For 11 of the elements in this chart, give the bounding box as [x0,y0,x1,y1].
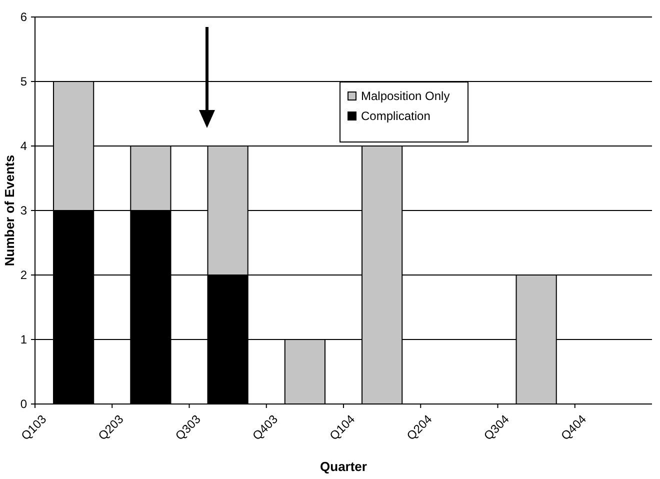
y-tick-label: 3 [20,204,28,218]
y-tick-label: 4 [20,139,28,154]
x-axis-title: Quarter [320,459,367,474]
y-tick-label: 0 [20,397,28,412]
y-tick-label: 2 [20,268,28,282]
y-axis-title: Number of Events [2,154,17,266]
legend-label: Malposition Only [361,89,450,104]
legend-label: Complication [361,109,430,124]
y-tick-label: 1 [20,332,28,347]
y-tick-label: 5 [20,74,28,89]
y-tick-label: 6 [20,10,28,24]
